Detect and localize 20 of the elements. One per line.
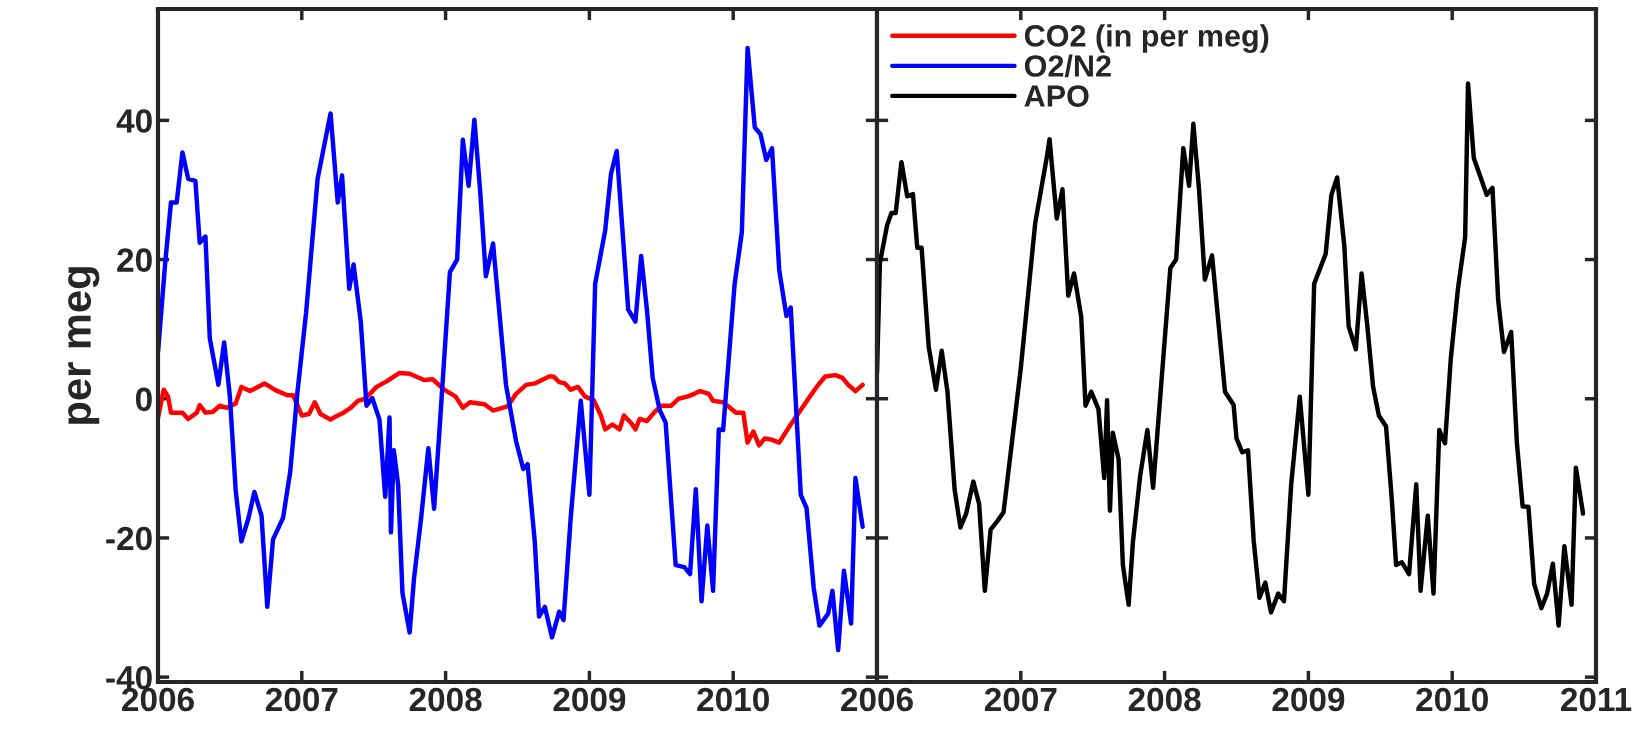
x-tick-label: 2010 <box>1416 687 1488 712</box>
x-tick-label: 2009 <box>1272 687 1345 712</box>
x-tick-label: 2007 <box>984 687 1057 712</box>
x-tick-label: 2007 <box>265 687 338 712</box>
y-tick-label: 20 <box>117 248 152 272</box>
x-tick-label: 2009 <box>553 687 626 712</box>
y-tick-label: 0 <box>135 387 152 412</box>
line-series <box>158 45 865 653</box>
x-tick-label: 2008 <box>1128 687 1201 712</box>
y-axis-title: per meg <box>68 267 100 424</box>
x-tick-label: 2011 <box>1561 687 1632 712</box>
y-tick-label: -20 <box>106 526 152 551</box>
x-tick-label: 2006 <box>841 687 913 712</box>
legend-label: APO <box>1024 85 1089 107</box>
y-tick-label: 40 <box>116 109 152 133</box>
x-tick-label: 2008 <box>409 687 482 712</box>
legend-label: CO2 (in per meg) <box>1024 24 1269 53</box>
line-series <box>158 370 865 448</box>
legend-label: O2/N2 <box>1024 54 1111 78</box>
x-tick-label: 2010 <box>697 687 769 712</box>
